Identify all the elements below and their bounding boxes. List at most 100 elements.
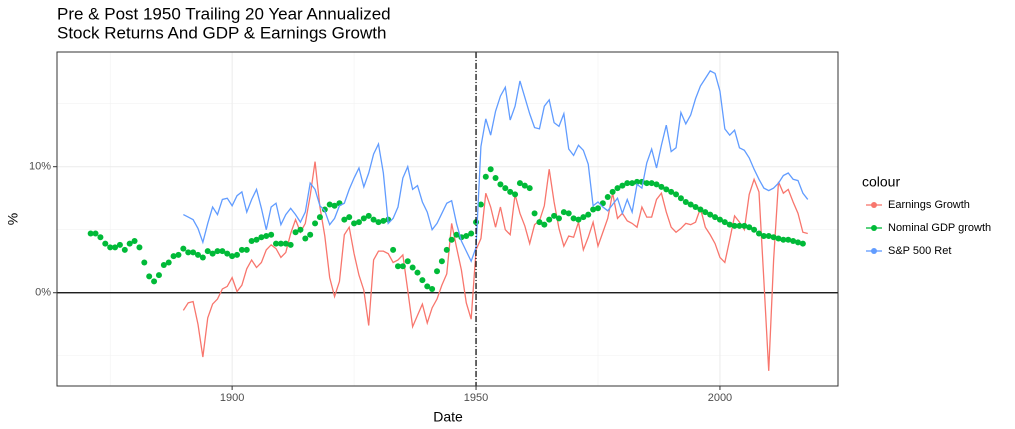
data-point [448,236,455,243]
data-point [492,175,499,182]
data-point [551,212,558,219]
data-point [526,185,533,192]
data-point [346,214,353,221]
data-point [126,240,133,247]
data-point [541,221,548,228]
data-point [414,269,421,276]
data-point [785,236,792,243]
data-point [702,209,709,216]
x-tick-label: 1900 [220,392,244,404]
data-point [716,216,723,223]
chart-title: Pre & Post 1950 Trailing 20 Year Annuali… [57,4,391,23]
data-point [765,233,772,240]
data-point [746,224,753,231]
data-point [775,235,782,242]
data-point [429,285,436,292]
data-point [107,244,114,251]
data-point [580,214,587,221]
data-point [268,231,275,238]
y-axis-title: % [5,213,21,225]
data-point [131,238,138,245]
data-point [170,253,177,260]
data-point [102,240,109,247]
data-point [419,277,426,284]
data-point [697,206,704,213]
data-point [512,191,519,198]
data-point [673,191,680,198]
y-tick-label: 0% [35,287,51,299]
data-point [434,268,441,275]
data-point [536,219,543,226]
data-point [199,254,206,261]
data-point [243,246,250,253]
data-line [183,70,809,263]
data-point [619,182,626,189]
data-point [341,216,348,223]
data-point [404,258,411,265]
legend-label: Nominal GDP growth [888,222,991,234]
data-point [760,233,767,240]
data-point [292,229,299,236]
data-point [453,231,460,238]
data-point [531,210,538,217]
data-point [521,182,528,189]
data-point [229,253,236,260]
data-point [277,240,284,247]
data-point [121,246,128,253]
data-point [424,283,431,290]
data-point [375,219,382,226]
data-point [224,250,231,257]
data-point [175,251,182,258]
data-point [287,241,294,248]
data-point [253,236,260,243]
data-point [575,216,582,223]
data-point [194,251,201,258]
data-point [780,236,787,243]
data-point [258,234,265,241]
data-point [141,259,148,266]
data-point [687,201,694,208]
data-point [302,235,309,242]
data-point [604,193,611,200]
data-point [438,258,445,265]
legend-label: Earnings Growth [888,199,970,211]
data-point [112,244,119,251]
data-point [297,226,304,233]
data-point [731,222,738,229]
data-point [790,238,797,245]
data-point [146,273,153,280]
data-point [234,251,241,258]
data-point [219,248,226,255]
data-point [609,188,616,195]
data-point [546,216,553,223]
x-tick-label: 2000 [708,392,732,404]
data-point [624,180,631,187]
data-point [248,238,255,245]
data-point [755,230,762,237]
data-point [570,215,577,222]
data-point [585,211,592,218]
data-point [692,204,699,211]
data-point [312,220,319,227]
data-point [331,202,338,209]
data-point [560,209,567,216]
data-point [463,233,470,240]
data-point [355,219,362,226]
data-line [182,161,808,371]
data-point [741,222,748,229]
legend-title: colour [862,174,900,190]
data-point [185,249,192,256]
data-point [238,246,245,253]
data-point [648,180,655,187]
data-point [668,188,675,195]
data-point [565,210,572,217]
data-point [326,201,333,208]
data-point [555,215,562,222]
data-point [487,166,494,173]
data-point [399,263,406,270]
data-point [307,231,314,238]
data-point [136,244,143,251]
data-point [351,220,358,227]
data-point [736,222,743,229]
data-point [190,249,197,256]
